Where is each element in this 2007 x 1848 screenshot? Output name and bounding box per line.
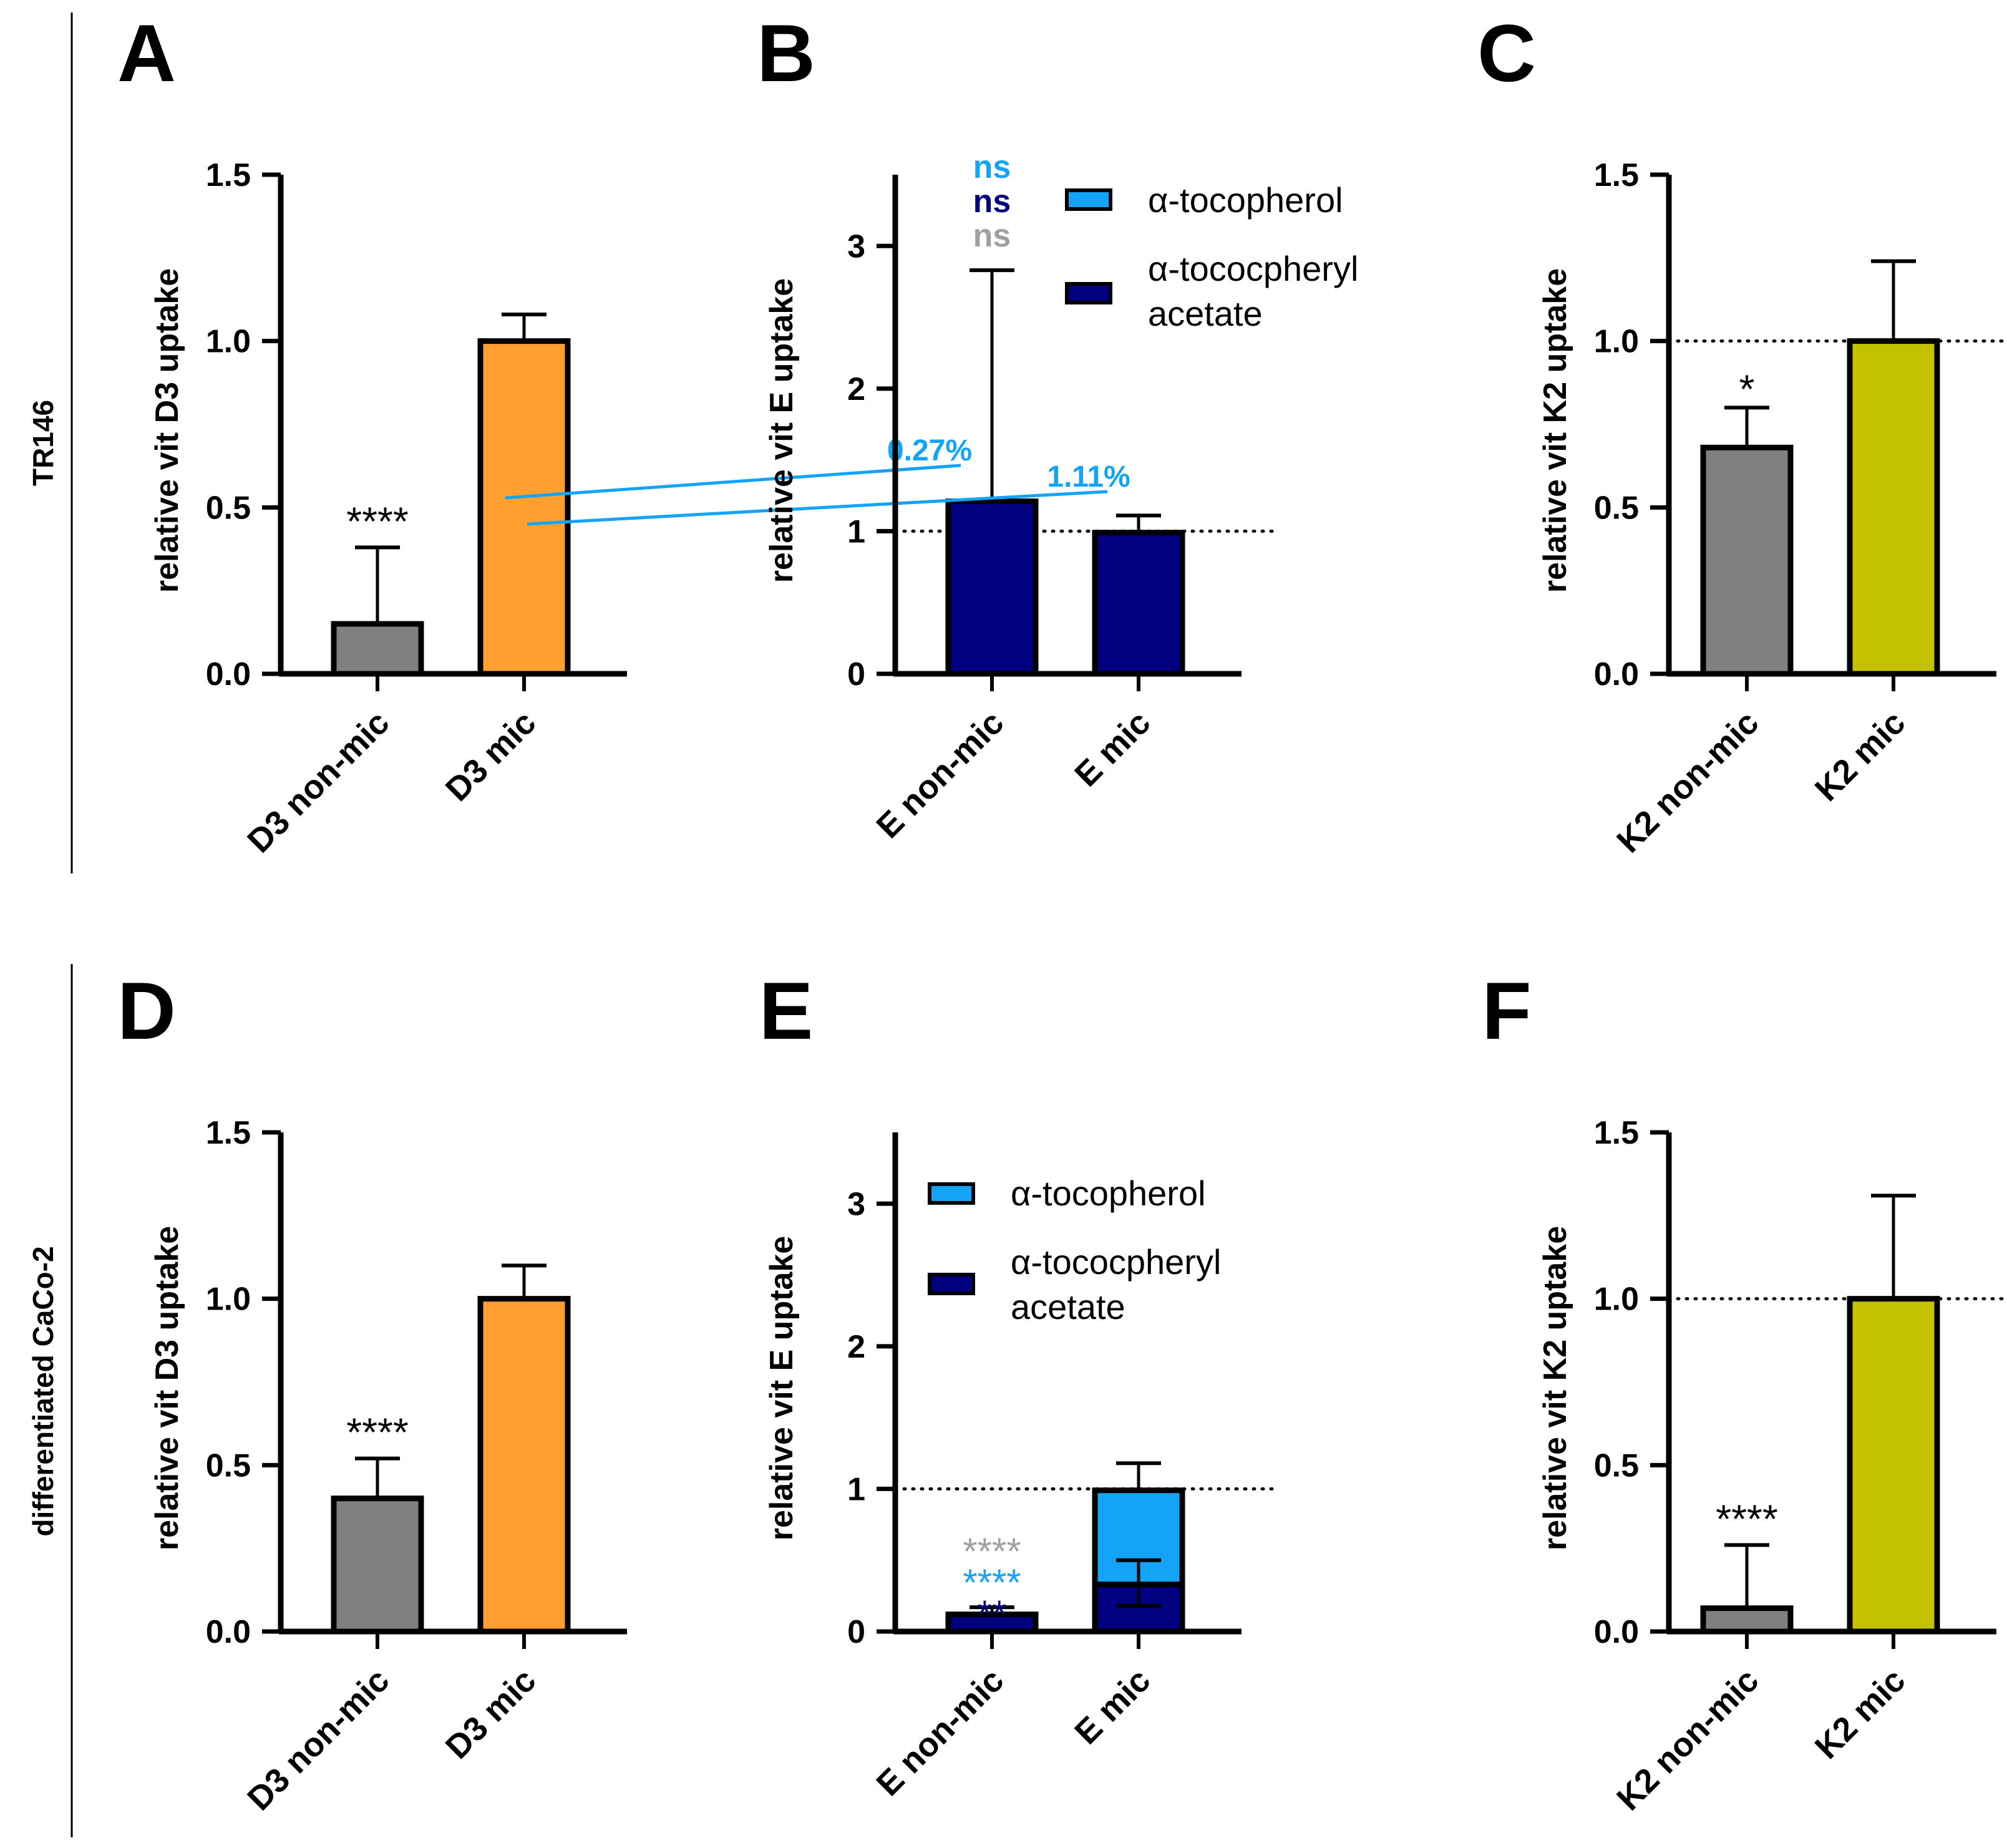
panel-f-letter: F	[1482, 965, 1531, 1056]
legend-b-tocopherol-swatch	[1065, 188, 1112, 211]
panel-a: A **** D3 non-mic D3 mic 0.0 0.5 1.0 1.5 relativ…	[117, 7, 627, 860]
panel-b-xtick-label: E mic	[1067, 704, 1157, 794]
panel-b-percent-label: 1.11%	[1047, 460, 1130, 494]
panel-e-significance: **	[978, 1593, 1007, 1635]
panel-c-xtick-label: K2 non-mic	[1610, 704, 1766, 860]
panel-e-xtick-label: E non-mic	[869, 1661, 1011, 1803]
panel-a-ytick-label: 1.5	[206, 157, 251, 193]
panel-b-ytick-label: 2	[847, 371, 865, 407]
panel-e-ytick-label: 3	[847, 1186, 865, 1222]
panel-c-ytick-label: 1.5	[1594, 157, 1639, 193]
panel-a-ytick-label: 0.0	[206, 656, 251, 693]
panel-f-xtick-label: K2 mic	[1808, 1661, 1913, 1766]
legend-e-acetate-label-2: acetate	[1011, 1287, 1125, 1326]
panel-b: BE non-mic E mic0.27%1.11%nsnsns0123relat…	[505, 7, 1275, 845]
panel-c-bar	[1700, 444, 1794, 677]
legend-b-acetate-swatch	[1065, 282, 1112, 304]
panel-e-xtick-label: E mic	[1067, 1661, 1157, 1751]
panel-f-bar	[1700, 1605, 1794, 1635]
panel-a-ytick-label: 1.0	[206, 324, 251, 360]
panel-a-ytick-label: 0.5	[206, 490, 251, 526]
panel-f-ylabel: relative vit K2 uptake	[1537, 1226, 1573, 1550]
panel-b-ytick-label: 3	[847, 228, 865, 265]
panel-e-ylabel: relative vit E uptake	[764, 1236, 800, 1540]
legend-e-tocopherol-swatch	[928, 1182, 975, 1205]
panel-b-significance: ns	[973, 218, 1011, 254]
panel-b-bar-acetate	[945, 498, 1039, 677]
panel-b-significance: ns	[973, 149, 1011, 185]
panel-b-letter: B	[757, 7, 815, 99]
legend-b: α-tocopherol α-tococpheryl acetate	[1065, 180, 1358, 333]
panel-a-xtick-label: D3 non-mic	[240, 704, 396, 860]
panel-c-ytick-label: 0.0	[1594, 656, 1639, 693]
row-label-tr146: TR146	[27, 400, 59, 486]
panel-e-ytick-label: 0	[847, 1614, 865, 1650]
panel-b-percent-label: 0.27%	[887, 434, 972, 467]
legend-b-tocopherol-label: α-tocopherol	[1148, 180, 1343, 220]
panel-f-ytick-label: 0.5	[1594, 1447, 1639, 1484]
row-label-caco2: differentiated CaCo-2	[27, 1246, 59, 1536]
panel-b-ytick-label: 1	[847, 513, 865, 550]
legend-b-acetate-label-2: acetate	[1148, 294, 1263, 333]
panel-e-significance: ****	[963, 1530, 1021, 1572]
panel-c-xtick-label: K2 mic	[1808, 704, 1913, 809]
panel-a-letter: A	[117, 7, 176, 99]
panel-b-bar-acetate	[1092, 530, 1185, 677]
panel-d-ytick-label: 0.0	[206, 1614, 251, 1650]
panel-c-ytick-label: 0.5	[1594, 490, 1639, 526]
panel-d-bar	[477, 1296, 571, 1635]
panel-d-ylabel: relative vit D3 uptake	[149, 1226, 185, 1550]
panel-a-ylabel: relative vit D3 uptake	[149, 268, 185, 593]
panel-c-significance: *	[1739, 366, 1755, 411]
panel-d-letter: D	[117, 965, 176, 1056]
panel-d-ytick-label: 1.0	[206, 1281, 251, 1318]
panel-d: D **** D3 non-mic D3 mic 0.0 0.5 1.0 1.5 relativ…	[117, 965, 627, 1817]
panel-d-significance: ****	[346, 1410, 409, 1455]
panel-c-letter: C	[1477, 7, 1536, 99]
panel-c: C * K2 non-mic K2 mic 0.0 0.5 1.0 1.5 relative v…	[1477, 7, 2007, 860]
panel-b-percent-leader	[527, 490, 1108, 526]
panel-f: F **** K2 non-mic K2 mic 0.0 0.5 1.0 1.5 relativ…	[1482, 965, 2007, 1817]
panel-c-ylabel: relative vit K2 uptake	[1537, 268, 1573, 593]
panel-a-xtick-label: D3 mic	[439, 704, 543, 809]
panel-d-xtick-label: D3 non-mic	[240, 1661, 396, 1817]
panel-d-bar	[331, 1495, 424, 1635]
panel-f-xtick-label: K2 non-mic	[1610, 1661, 1766, 1817]
panel-c-ytick-label: 1.0	[1594, 324, 1639, 360]
panel-e-ytick-label: 1	[847, 1471, 865, 1507]
panel-f-ytick-label: 1.5	[1594, 1115, 1639, 1151]
legend-b-acetate-label-1: α-tococpheryl	[1148, 249, 1358, 288]
panel-f-ytick-label: 1.0	[1594, 1281, 1639, 1318]
panel-b-percent-leader	[505, 464, 961, 500]
panel-e-letter: E	[759, 965, 814, 1056]
panel-f-ytick-label: 0.0	[1594, 1614, 1639, 1650]
panel-a-significance: ****	[346, 498, 409, 543]
panel-b-xtick-label: E non-mic	[869, 704, 1011, 845]
panel-b-significance: ns	[973, 183, 1011, 220]
panel-e-ytick-label: 2	[847, 1329, 865, 1365]
panel-b-ylabel: relative vit E uptake	[764, 278, 800, 583]
panel-f-significance: ****	[1716, 1496, 1778, 1541]
legend-e: α-tocopherol α-tococpheryl acetate	[928, 1174, 1221, 1326]
legend-e-acetate-label-1: α-tococpheryl	[1011, 1242, 1221, 1281]
legend-e-tocopherol-label: α-tocopherol	[1011, 1174, 1206, 1213]
panel-c-bar	[1847, 338, 1940, 677]
panel-e-significance: ****	[963, 1562, 1021, 1603]
panel-b-ytick-label: 0	[847, 656, 865, 693]
panel-a-bar	[477, 338, 571, 677]
panel-d-ytick-label: 0.5	[206, 1447, 251, 1484]
panel-f-bar	[1847, 1296, 1940, 1635]
panel-a-bar	[331, 621, 424, 677]
legend-e-acetate-swatch	[928, 1273, 975, 1295]
panel-d-xtick-label: D3 mic	[439, 1661, 543, 1766]
panel-d-ytick-label: 1.5	[206, 1115, 251, 1151]
